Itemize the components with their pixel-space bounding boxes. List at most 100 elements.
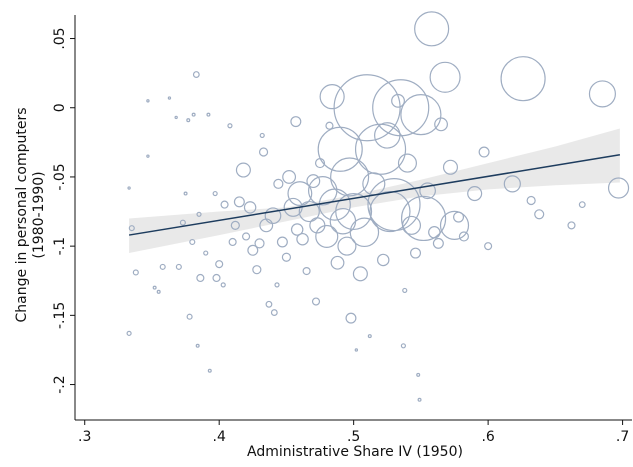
bubble	[274, 282, 280, 288]
bubble	[212, 273, 221, 283]
y-axis-label: Change in personal computers	[14, 108, 30, 323]
bubble	[330, 255, 345, 270]
bubble	[607, 177, 630, 199]
bubble	[414, 11, 450, 47]
y-tick-label: -.15	[52, 302, 68, 329]
bubble	[453, 211, 465, 223]
bubble	[183, 191, 188, 196]
bubble	[503, 175, 521, 193]
bubble	[306, 174, 321, 189]
bubble	[273, 178, 284, 189]
bubble	[127, 186, 131, 190]
bubble	[352, 266, 368, 282]
bubble	[578, 201, 586, 209]
bubble	[302, 266, 311, 276]
bubble	[247, 244, 259, 256]
bubble	[478, 146, 490, 158]
bubble	[259, 132, 265, 139]
bubble	[242, 232, 251, 241]
x-tick-label: .6	[481, 429, 494, 445]
confidence-band	[129, 128, 620, 254]
bubble	[189, 238, 196, 246]
bubble	[196, 211, 202, 217]
y-axis-label: (1980-1990)	[31, 171, 47, 258]
bubble	[192, 71, 200, 78]
bubble	[432, 237, 444, 249]
bubble	[400, 94, 442, 136]
bubble	[376, 253, 390, 267]
bubble	[290, 116, 302, 128]
bubble	[220, 200, 229, 209]
bubble	[402, 287, 408, 294]
bubble	[227, 123, 233, 129]
bubble	[203, 250, 209, 256]
bubble	[397, 153, 417, 173]
bubble	[265, 300, 273, 308]
bubble	[270, 309, 278, 317]
bubble	[174, 115, 178, 120]
bubble	[442, 159, 458, 175]
bubble	[369, 190, 411, 233]
bubble	[195, 343, 200, 348]
bubble	[167, 96, 172, 100]
x-tick-label: .7	[616, 429, 629, 445]
x-tick-label: .3	[78, 429, 91, 445]
y-tick-label: -.05	[52, 163, 68, 190]
bubble	[439, 210, 470, 240]
bubble	[345, 312, 357, 324]
bubble	[417, 397, 422, 402]
bubble	[372, 79, 430, 137]
bubble	[206, 112, 211, 117]
bubble	[156, 289, 161, 294]
bubble	[233, 196, 245, 208]
bubble	[126, 330, 132, 336]
bubble	[349, 217, 380, 248]
bubble	[315, 224, 339, 249]
fit-line	[128, 154, 621, 236]
bubble	[391, 93, 405, 108]
bubble	[128, 225, 135, 232]
bubble	[191, 112, 196, 117]
bubble	[337, 236, 357, 256]
bubble	[230, 220, 240, 230]
bubble	[567, 221, 576, 230]
x-axis-label: Administrative Share IV (1950)	[247, 444, 463, 460]
bubble	[175, 263, 182, 270]
bubble	[146, 99, 150, 103]
bubble	[354, 348, 359, 352]
bubble	[333, 74, 401, 142]
bubble	[220, 282, 226, 288]
bubble	[296, 232, 309, 246]
bubble	[290, 223, 304, 236]
bubble	[330, 157, 370, 197]
bubble	[207, 368, 212, 373]
bubble	[264, 207, 282, 225]
bubble	[428, 226, 441, 239]
bubble	[258, 147, 269, 157]
bubble	[276, 236, 288, 248]
bubble	[335, 193, 373, 231]
y-tick-label: 0	[52, 103, 68, 112]
bubble	[243, 201, 257, 214]
bubble	[458, 231, 469, 242]
bubble	[252, 265, 262, 275]
bubble	[196, 273, 205, 283]
bubble	[467, 186, 483, 202]
bubble	[319, 84, 345, 110]
bubble	[419, 182, 436, 200]
x-tick-label: .4	[213, 429, 226, 445]
bubble	[215, 260, 224, 269]
bubble	[152, 285, 157, 290]
bubble	[235, 162, 251, 178]
bubble	[228, 237, 237, 247]
bubble	[534, 209, 545, 220]
bubble	[429, 61, 461, 93]
bubble	[282, 170, 297, 184]
bubble	[132, 269, 139, 276]
bubble	[179, 219, 186, 226]
bubble	[254, 238, 265, 249]
bubble	[588, 80, 616, 108]
bubble	[484, 242, 493, 251]
bubble	[287, 181, 313, 206]
